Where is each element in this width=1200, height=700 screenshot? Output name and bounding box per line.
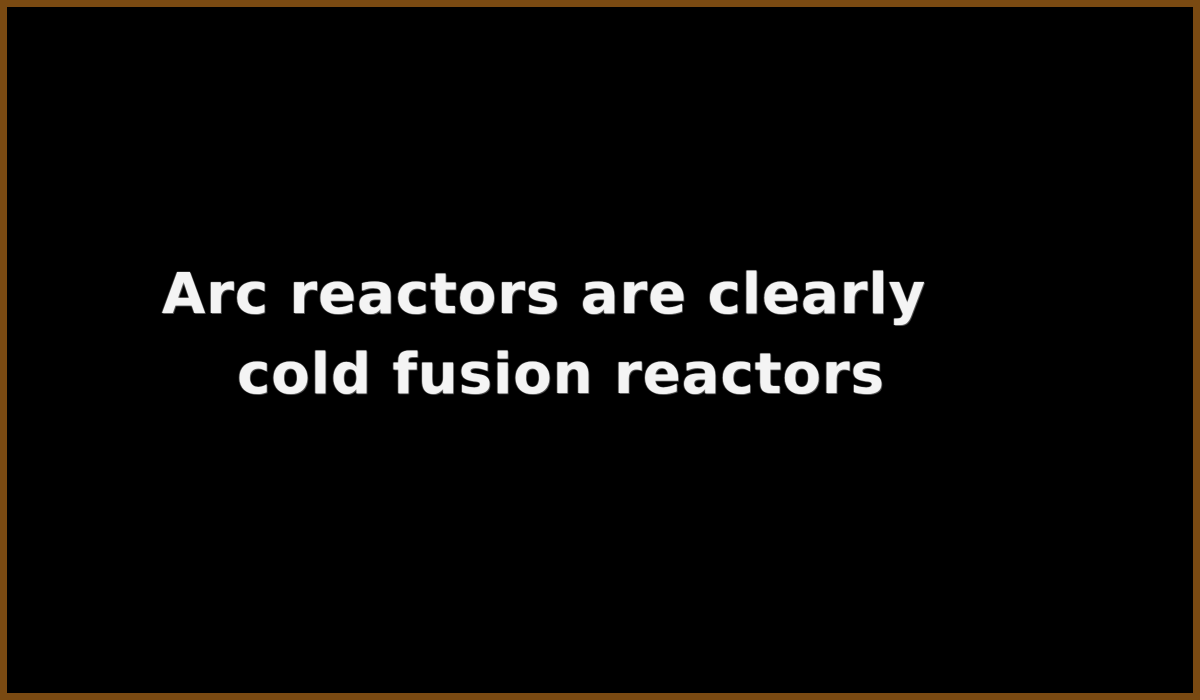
message-line-1: Arc reactors are clearly	[161, 262, 927, 327]
message-line-2: cold fusion reactors	[237, 342, 885, 407]
chalkboard-message: Arc reactors are clearly cold fusion rea…	[7, 255, 1193, 415]
